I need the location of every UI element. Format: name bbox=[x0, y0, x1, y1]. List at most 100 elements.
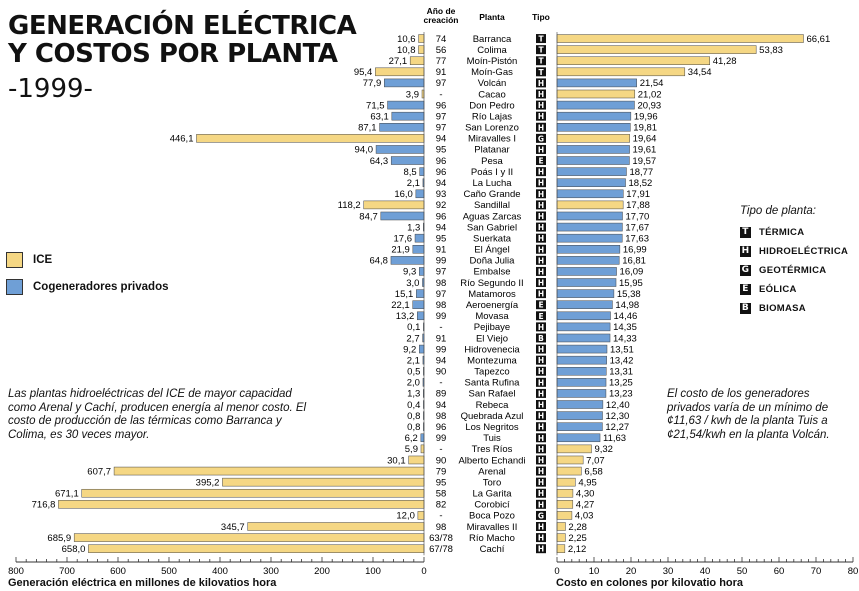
cost-label: 13,23 bbox=[609, 389, 633, 400]
plant-type-badge bbox=[536, 67, 546, 77]
plant-name: Boca Pozo bbox=[469, 511, 515, 522]
plant-type-badge bbox=[536, 144, 546, 154]
plant-name: Pesa bbox=[481, 156, 503, 167]
plant-type-badge bbox=[536, 355, 546, 365]
plant-type-code: B bbox=[538, 334, 544, 343]
cost-bar bbox=[556, 366, 607, 376]
cost-bar bbox=[556, 200, 624, 210]
plant-name: Arenal bbox=[478, 466, 505, 477]
plant-type-badge bbox=[536, 100, 546, 110]
cost-bar bbox=[556, 433, 601, 443]
type-badge-h: H bbox=[740, 246, 751, 257]
generation-label: 345,7 bbox=[221, 522, 245, 533]
plant-name: Quebrada Azul bbox=[461, 411, 524, 422]
generation-label: 2,7 bbox=[406, 333, 419, 344]
cost-label: 19,81 bbox=[633, 123, 657, 134]
plant-name: Matamoros bbox=[468, 289, 516, 300]
generation-label: 1,3 bbox=[407, 389, 420, 400]
plant-type-badge bbox=[536, 200, 546, 210]
plant-year: 56 bbox=[436, 45, 447, 56]
plant-year: 99 bbox=[436, 433, 447, 444]
plant-year: 91 bbox=[436, 67, 447, 78]
generation-label: 64,3 bbox=[370, 156, 389, 167]
legend-swatch-private bbox=[6, 279, 23, 295]
left-axis-tick-label: 600 bbox=[110, 566, 126, 577]
type-badge-b: B bbox=[740, 303, 751, 314]
plant-name: Tapezco bbox=[474, 367, 509, 378]
cost-label: 14,46 bbox=[614, 311, 638, 322]
plant-type-code: H bbox=[538, 168, 544, 177]
cost-label: 17,91 bbox=[626, 189, 650, 200]
generation-label: 3,0 bbox=[406, 278, 419, 289]
plant-name: Doña Julia bbox=[470, 256, 516, 267]
plant-name: Tres Ríos bbox=[472, 444, 513, 455]
right-axis-title: Costo en colones por kilovatio hora bbox=[556, 577, 744, 589]
plant-year: - bbox=[439, 322, 442, 333]
generation-label: 0,8 bbox=[407, 411, 420, 422]
plant-type-badge bbox=[536, 34, 546, 44]
plant-year: - bbox=[439, 378, 442, 389]
plant-type-badge bbox=[536, 189, 546, 199]
plant-name: Miravalles I bbox=[468, 134, 516, 145]
plant-type-badge bbox=[536, 222, 546, 232]
plant-type-code: G bbox=[538, 134, 544, 143]
plant-year: 95 bbox=[436, 477, 447, 488]
chart-title-line2: Y COSTOS POR PLANTA bbox=[8, 39, 338, 69]
cost-bar bbox=[556, 189, 624, 199]
cost-label: 13,25 bbox=[609, 378, 633, 389]
legend-ice: ICE bbox=[6, 252, 52, 268]
cost-label: 4,95 bbox=[578, 477, 597, 488]
left-axis-tick-label: 100 bbox=[365, 566, 381, 577]
plant-type-code: H bbox=[538, 145, 544, 154]
plant-type-badge bbox=[536, 488, 546, 498]
generation-bar bbox=[417, 311, 425, 321]
plant-type-badge bbox=[536, 111, 546, 121]
cost-label: 14,33 bbox=[613, 333, 637, 344]
cost-bar bbox=[556, 245, 621, 254]
plant-type-code: H bbox=[538, 356, 544, 365]
cost-label: 17,70 bbox=[625, 211, 649, 222]
plant-name: Suerkata bbox=[473, 233, 512, 244]
cost-bar bbox=[556, 256, 620, 265]
type-label-hidroelectrica: HIDROELÉCTRICA bbox=[759, 246, 849, 257]
generation-bar bbox=[222, 477, 425, 487]
cost-bar bbox=[556, 45, 757, 54]
generation-label: 118,2 bbox=[338, 200, 361, 211]
plant-name: Cacao bbox=[478, 89, 505, 100]
plant-type-badge bbox=[536, 178, 546, 188]
plant-type-code: H bbox=[538, 489, 544, 498]
left-axis-tick-label: 700 bbox=[59, 566, 75, 577]
cost-label: 7,07 bbox=[586, 455, 605, 466]
plant-year: 94 bbox=[436, 222, 447, 233]
plant-type-badge bbox=[536, 422, 546, 432]
cost-bar bbox=[556, 444, 592, 454]
plant-year: 90 bbox=[436, 367, 447, 378]
cost-bar bbox=[556, 455, 584, 465]
left-axis-tick-label: 300 bbox=[263, 566, 279, 577]
cost-label: 16,81 bbox=[622, 256, 646, 267]
cost-label: 2,28 bbox=[568, 522, 587, 533]
generation-bar bbox=[420, 444, 425, 454]
plant-type-code: H bbox=[538, 256, 544, 265]
plant-year: 97 bbox=[436, 289, 447, 300]
type-label-termica: TÉRMICA bbox=[759, 227, 805, 238]
right-axis-tick-label: 20 bbox=[626, 566, 637, 577]
cost-bar bbox=[556, 156, 630, 165]
plant-name: Embalse bbox=[474, 267, 511, 278]
plant-name: Pejibaye bbox=[474, 322, 510, 333]
plant-year: 82 bbox=[436, 500, 447, 511]
plant-name: La Lucha bbox=[472, 178, 512, 189]
plant-type-badge bbox=[536, 266, 546, 276]
generation-label: 2,0 bbox=[407, 378, 420, 389]
plant-type-code: E bbox=[538, 157, 543, 166]
plant-type-badge bbox=[536, 78, 546, 88]
plant-type-badge bbox=[536, 122, 546, 132]
right-axis-tick-label: 40 bbox=[700, 566, 711, 577]
plant-type-badge bbox=[536, 333, 546, 343]
generation-bar bbox=[414, 233, 425, 243]
cost-label: 13,31 bbox=[609, 367, 633, 378]
cost-bar bbox=[556, 511, 573, 520]
plant-type-code: H bbox=[538, 478, 544, 487]
cost-label: 11,63 bbox=[603, 433, 626, 444]
generation-bar bbox=[375, 145, 425, 154]
